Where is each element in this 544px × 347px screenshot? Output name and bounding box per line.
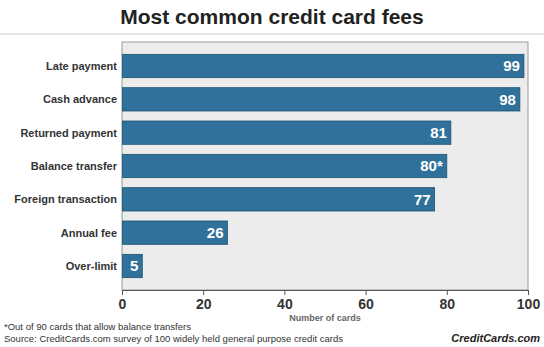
category-label: Annual fee	[61, 227, 117, 239]
bar	[122, 121, 451, 144]
tick: 80	[440, 290, 456, 312]
axis-line	[123, 291, 529, 296]
tick: 60	[358, 290, 374, 312]
data-label: 99	[503, 57, 520, 74]
tick-mark	[528, 290, 529, 295]
tick-mark	[447, 290, 448, 295]
source: Source: CreditCards.com survey of 100 wi…	[4, 333, 343, 344]
category-labels: Late payment Cash advance Returned payment…	[14, 60, 117, 272]
tick-label: 0	[119, 296, 127, 312]
tick: 20	[196, 290, 212, 312]
tick-label: 40	[277, 296, 293, 312]
x-axis-label: Number of cards	[289, 313, 361, 323]
tick-label: 60	[358, 296, 374, 312]
tick-label: 80	[440, 296, 456, 312]
bars	[122, 54, 524, 277]
data-label: 80*	[420, 157, 443, 174]
tick-label: 20	[196, 296, 212, 312]
bar	[122, 88, 520, 111]
brand: CreditCards.com	[451, 332, 540, 344]
category-label: Cash advance	[43, 93, 117, 105]
data-label: 98	[499, 91, 516, 108]
bar	[122, 54, 524, 77]
category-label: Late payment	[46, 60, 117, 72]
bar	[122, 221, 228, 244]
title: Most common credit card fees	[120, 5, 423, 28]
tick-label: 100	[517, 296, 541, 312]
tick-mark	[366, 290, 367, 295]
bar	[122, 254, 142, 277]
tick: 40	[277, 290, 293, 312]
data-label: 77	[414, 191, 431, 208]
category-label: Foreign transaction	[14, 193, 117, 205]
tick: 0	[119, 290, 127, 312]
category-label: Over-limit	[66, 260, 118, 272]
tick-mark	[203, 290, 204, 295]
bar	[122, 188, 435, 211]
tick: 100	[517, 290, 541, 312]
chart: Most common credit card fees 99 98 81 80* 77 2…	[0, 0, 544, 347]
title-rule	[0, 34, 544, 35]
bar	[122, 154, 447, 177]
data-label: 81	[430, 124, 447, 141]
tick-mark	[284, 290, 285, 295]
data-label: 26	[207, 224, 224, 241]
category-label: Balance transfer	[31, 160, 118, 172]
plot-background	[122, 42, 528, 290]
data-labels: 99 98 81 80* 77 26 5	[130, 57, 520, 274]
data-label: 5	[130, 257, 138, 274]
footnote: *Out of 90 cards that allow balance tran…	[4, 321, 191, 332]
x-axis: 0 20 40 60 80 100	[119, 290, 541, 312]
category-label: Returned payment	[20, 127, 117, 139]
tick-mark	[122, 290, 123, 295]
